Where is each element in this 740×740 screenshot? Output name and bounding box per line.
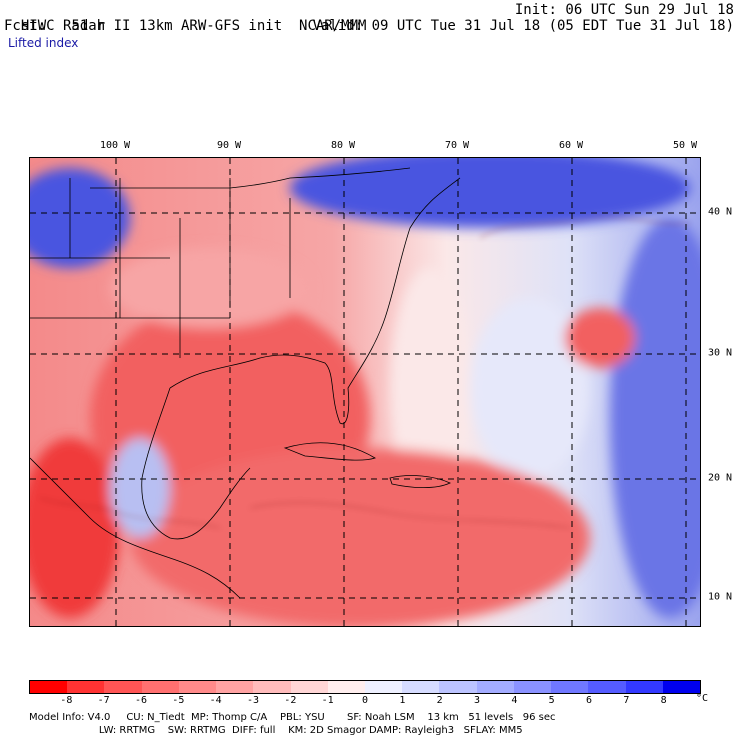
colorbar-swatch [551,681,589,693]
near-neutral-area [470,298,590,478]
title-text: HIWC Radar II 13km ARW-GFS init [20,18,283,34]
colorbar-tick-label: 0 [361,695,369,706]
colorbar-tick-label: 8 [660,695,667,706]
colorbar-swatch [476,681,514,693]
stable-area-north-atlantic [290,158,690,228]
colorbar-tick-label: -6 [134,695,148,706]
colorbar-swatch [588,681,626,693]
lon-label: 70 W [444,140,470,151]
instability-shading [30,158,700,626]
forecast-hour: Fcst: 51 h [4,18,105,34]
lat-label: 20 N [708,472,733,484]
lon-label: 60 W [558,140,584,151]
colorbar-tick-label: 1 [399,695,406,706]
stable-patch-mexico [110,438,170,538]
neutral-area-offshore [390,268,470,508]
colorbar-swatch [662,681,700,693]
coastlines-and-borders [30,167,461,599]
lon-label: 100 W [99,140,131,151]
colorbar-tick-label: 4 [511,695,518,706]
colorbar-swatch [67,681,105,693]
lat-label: 30 N [708,347,733,359]
colorbar-tick-label: 6 [585,695,593,706]
colorbar-swatch [178,681,217,693]
hispaniola-outline [389,475,451,489]
colorbar-swatch [439,681,477,693]
colorbar-tick-label: 3 [473,695,481,706]
unstable-area-caribbean [130,448,590,626]
colorbar-swatch [141,681,179,693]
field-name: Lifted index [8,36,79,50]
us-gulf-east-coastline [169,177,461,425]
fcst-label: Fcst: [4,18,47,34]
lat-label: 10 N [708,591,733,603]
map-canvas [30,158,700,626]
valid-time: Valid: 09 UTC Tue 31 Jul 18 (05 EDT Tue … [312,18,734,34]
cuba-outline [283,442,376,461]
init-time: Init: 06 UTC Sun 29 Jul 18 [514,2,734,18]
colorbar [29,680,701,694]
lon-label: 90 W [216,140,242,151]
colorbar-swatch [253,681,291,693]
colorbar-tick-label: -8 [60,695,73,706]
model-info-line1: Model Info: V4.0 CU: N_Tiedt MP: Thomp C… [29,712,556,723]
graticule [30,158,700,626]
colorbar-tick-label: 2 [436,695,443,706]
colorbar-tick-label: -2 [284,695,297,706]
lon-label: 80 W [330,140,356,151]
unstable-area-mexico-pacific [30,438,120,618]
contour-caribbean [249,502,571,529]
fcst-value: 51 h [71,18,106,34]
org-text: NCAR/MMM [299,18,367,34]
colorbar-swatch [104,681,142,693]
colorbar-swatch [216,681,254,693]
stable-area-west [30,168,130,268]
moderate-area-midwest [110,248,310,328]
colorbar-unit: °C [696,693,709,704]
colorbar-tick-label: -1 [321,695,334,706]
mexico-pacific-coastline [30,457,241,599]
colorbar-tick-label: 5 [548,695,555,706]
model-title: HIWC Radar II 13km ARW-GFS init NCAR/MMM [4,2,367,34]
colorbar-swatch [402,681,440,693]
contour-lines [39,216,691,529]
lon-label: 50 W [672,140,698,151]
stable-area-east [610,218,700,618]
contour-pacific [39,497,221,529]
colorbar-swatch [513,681,552,693]
contour-atlantic-north [479,216,691,239]
colorbar-swatch [364,681,403,693]
canada-border [90,167,411,189]
unstable-cell-atlantic [565,308,635,368]
colorbar-swatch [30,681,68,693]
colorbar-tick-label: -3 [246,695,260,706]
colorbar-tick-label: 7 [623,695,630,706]
model-info-line2: LW: RRTMG SW: RRTMG DIFF: full KM: 2D Sm… [29,725,523,736]
colorbar-swatch [327,681,365,693]
colorbar-tick-label: -4 [209,695,222,706]
colorbar-tick-label: -5 [172,695,185,706]
colorbar-swatch [625,681,663,693]
colorbar-swatch [290,681,328,693]
colorbar-tick-label: -7 [97,695,110,706]
lifted-index-map [29,157,701,627]
state-borders [30,178,291,358]
mexico-gulf-coastline [141,387,251,540]
lat-label: 40 N [708,206,733,218]
